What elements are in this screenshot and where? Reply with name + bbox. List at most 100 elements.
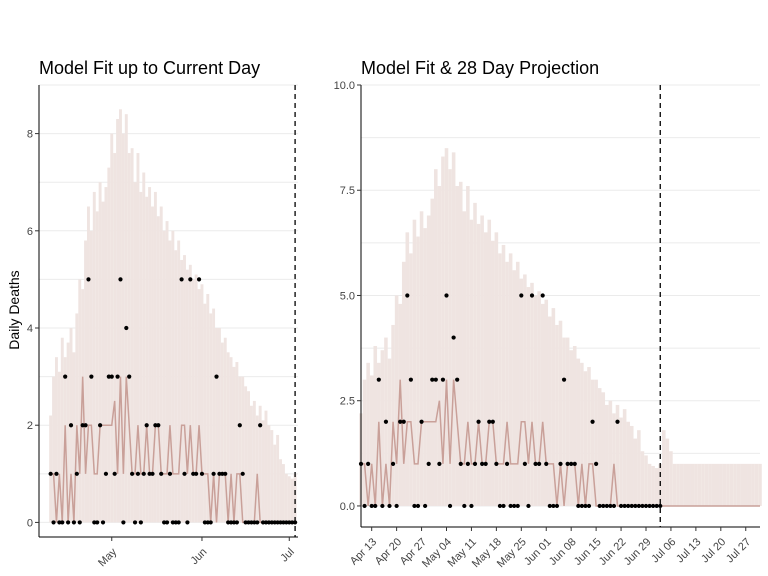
observed-point bbox=[618, 503, 624, 509]
interval-bar bbox=[448, 169, 452, 506]
x-tick-label: Jun 01 bbox=[522, 536, 554, 568]
interval-bar bbox=[52, 376, 56, 523]
interval-bar bbox=[487, 219, 492, 506]
interval-bar bbox=[180, 259, 184, 523]
interval-bar bbox=[622, 409, 627, 506]
observed-point bbox=[199, 471, 205, 476]
observed-point bbox=[633, 503, 638, 509]
observed-point bbox=[86, 277, 91, 282]
observed-point bbox=[292, 520, 298, 525]
interval-bar bbox=[183, 255, 186, 523]
interval-bar bbox=[194, 274, 198, 523]
observed-point bbox=[92, 520, 97, 525]
interval-bar bbox=[101, 201, 105, 523]
observed-point bbox=[430, 377, 435, 382]
interval-bar bbox=[369, 375, 374, 506]
interval-bar bbox=[594, 379, 598, 506]
interval-bar bbox=[733, 463, 737, 506]
interval-bar bbox=[60, 337, 64, 523]
y-tick-label: 0.0 bbox=[340, 501, 355, 513]
interval-bar bbox=[142, 172, 146, 523]
interval-bar bbox=[203, 303, 207, 523]
observed-point bbox=[383, 419, 389, 424]
observed-point bbox=[112, 471, 117, 476]
x-tick-label: Jun 15 bbox=[572, 536, 604, 568]
observed-point bbox=[124, 325, 129, 331]
interval-bar bbox=[124, 114, 128, 523]
interval-bar bbox=[597, 388, 602, 506]
observed-point bbox=[205, 520, 210, 525]
observed-point bbox=[629, 503, 634, 509]
interval-bar bbox=[261, 420, 265, 523]
interval-bar bbox=[501, 244, 506, 506]
interval-bar bbox=[686, 463, 691, 506]
interval-bar bbox=[81, 289, 85, 523]
observed-point bbox=[188, 277, 193, 282]
observed-point bbox=[586, 503, 592, 509]
observed-point bbox=[423, 503, 428, 509]
observed-point bbox=[141, 471, 146, 476]
observed-point bbox=[135, 471, 141, 476]
x-tick-label: Jul 13 bbox=[674, 536, 703, 565]
observed-point bbox=[643, 503, 649, 509]
observed-point bbox=[80, 423, 85, 428]
observed-point bbox=[281, 520, 286, 525]
interval-bar bbox=[612, 413, 616, 506]
y-tick-label: 0 bbox=[27, 517, 33, 529]
interval-bar bbox=[78, 279, 82, 523]
observed-point bbox=[89, 374, 94, 379]
observed-point bbox=[98, 423, 103, 428]
interval-bar bbox=[212, 308, 216, 523]
observed-point bbox=[252, 520, 257, 525]
interval-bar bbox=[156, 216, 160, 523]
observed-point bbox=[415, 503, 421, 509]
interval-bar bbox=[491, 240, 495, 506]
interval-bar bbox=[249, 405, 253, 523]
observed-point bbox=[185, 520, 190, 525]
observed-point bbox=[576, 503, 581, 509]
observed-point bbox=[109, 374, 114, 379]
right-credible-interval bbox=[359, 148, 762, 506]
interval-bar bbox=[633, 438, 638, 506]
interval-bar bbox=[480, 215, 484, 506]
interval-bar bbox=[637, 430, 641, 506]
observed-point bbox=[223, 471, 228, 476]
interval-bar bbox=[533, 295, 538, 506]
interval-bar bbox=[494, 232, 499, 506]
y-tick-label: 8 bbox=[27, 129, 33, 141]
left-x-ticks: May Jun Jul bbox=[96, 537, 297, 569]
observed-point bbox=[153, 423, 158, 428]
interval-bar bbox=[87, 206, 90, 523]
interval-bar bbox=[165, 221, 169, 523]
interval-bar bbox=[279, 459, 282, 523]
interval-bar bbox=[191, 279, 195, 523]
observed-point bbox=[100, 520, 106, 525]
observed-point bbox=[266, 520, 271, 525]
interval-bar bbox=[644, 455, 648, 506]
interval-bar bbox=[715, 463, 720, 506]
observed-point bbox=[130, 471, 135, 476]
observed-point bbox=[176, 520, 181, 525]
interval-bar bbox=[590, 379, 595, 506]
y-tick-label: 6 bbox=[27, 226, 33, 238]
observed-point bbox=[601, 503, 606, 509]
observed-point bbox=[504, 461, 510, 466]
observed-point bbox=[483, 461, 488, 466]
observed-point bbox=[71, 520, 77, 525]
x-tick-label: Apr 13 bbox=[348, 536, 379, 567]
interval-bar bbox=[544, 299, 549, 506]
interval-bar bbox=[215, 328, 218, 523]
observed-point bbox=[127, 374, 132, 379]
observed-point bbox=[243, 520, 248, 525]
observed-point bbox=[164, 520, 170, 525]
interval-bar bbox=[719, 463, 723, 506]
observed-point bbox=[220, 471, 225, 476]
observed-point bbox=[654, 503, 659, 509]
observed-point bbox=[419, 419, 424, 424]
interval-bar bbox=[690, 463, 695, 506]
observed-point bbox=[147, 471, 152, 476]
interval-bar bbox=[747, 463, 752, 506]
interval-bar bbox=[171, 230, 175, 523]
interval-bar bbox=[562, 337, 566, 506]
